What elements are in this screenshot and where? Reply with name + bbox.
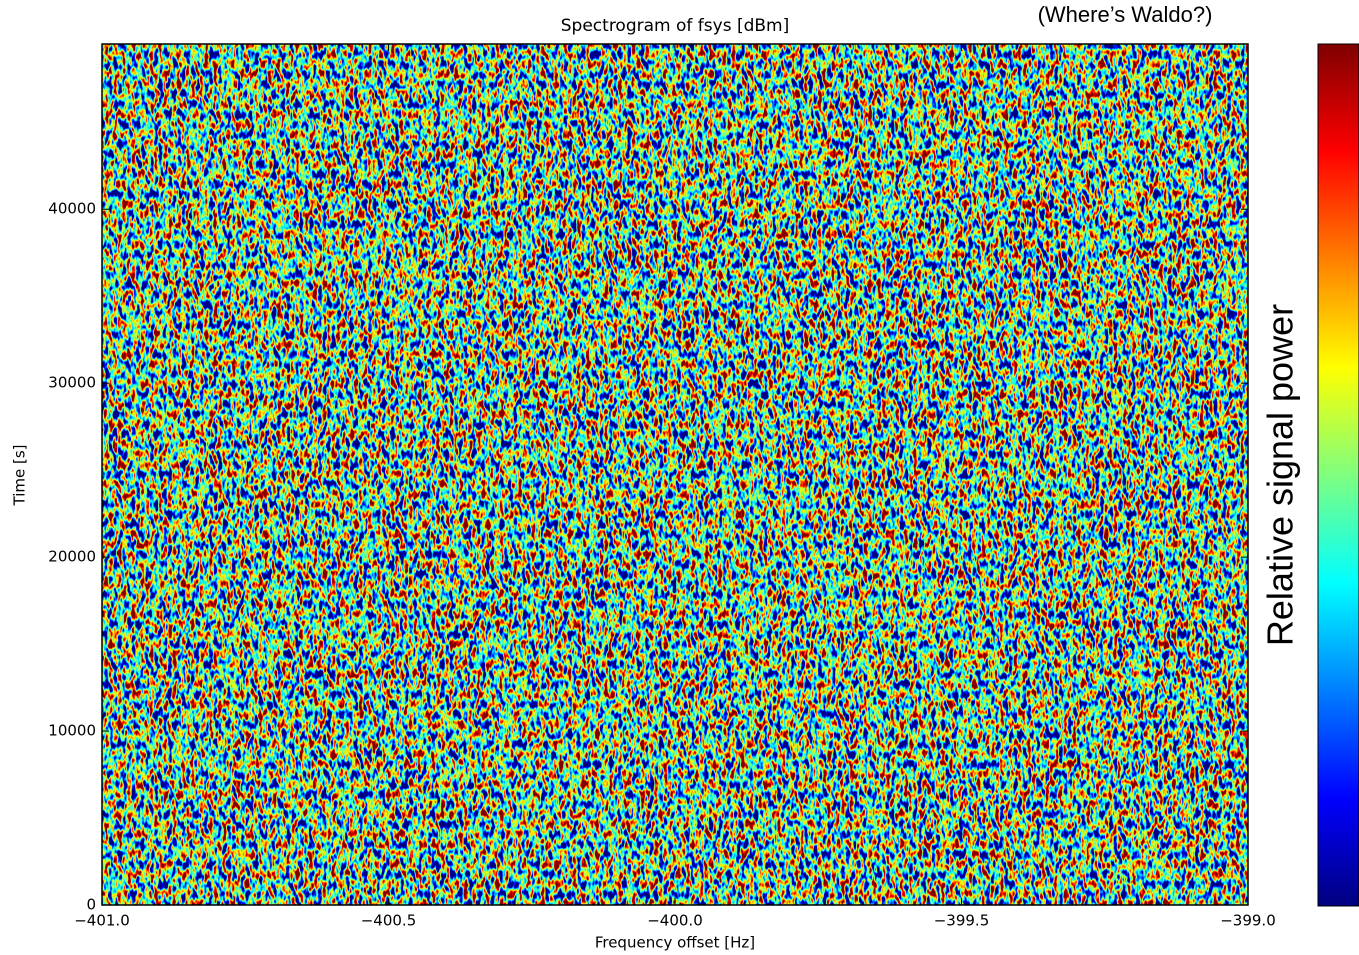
x-tick-label: −400.0 [647, 912, 703, 930]
y-tick-label: 40000 [48, 200, 96, 218]
colorbar [1317, 43, 1359, 907]
x-tick-label: −400.5 [361, 912, 417, 930]
spectrogram-image [102, 44, 1248, 905]
annotation: (Where’s Waldo?) [1038, 2, 1213, 27]
x-tick-label: −401.0 [74, 912, 130, 930]
chart-title: Spectrogram of fsys [dBm] [561, 16, 789, 36]
x-axis-label: Frequency offset [Hz] [595, 934, 755, 952]
x-tick-label: −399.5 [934, 912, 990, 930]
y-tick-label: 10000 [48, 722, 96, 740]
x-tick-label: −399.0 [1220, 912, 1276, 930]
y-axis-label: Time [s] [11, 445, 29, 507]
colorbar-label: Relative signal power [1260, 304, 1301, 646]
y-tick-label: 0 [86, 896, 96, 914]
y-tick-label: 30000 [48, 374, 96, 392]
y-tick-label: 20000 [48, 548, 96, 566]
